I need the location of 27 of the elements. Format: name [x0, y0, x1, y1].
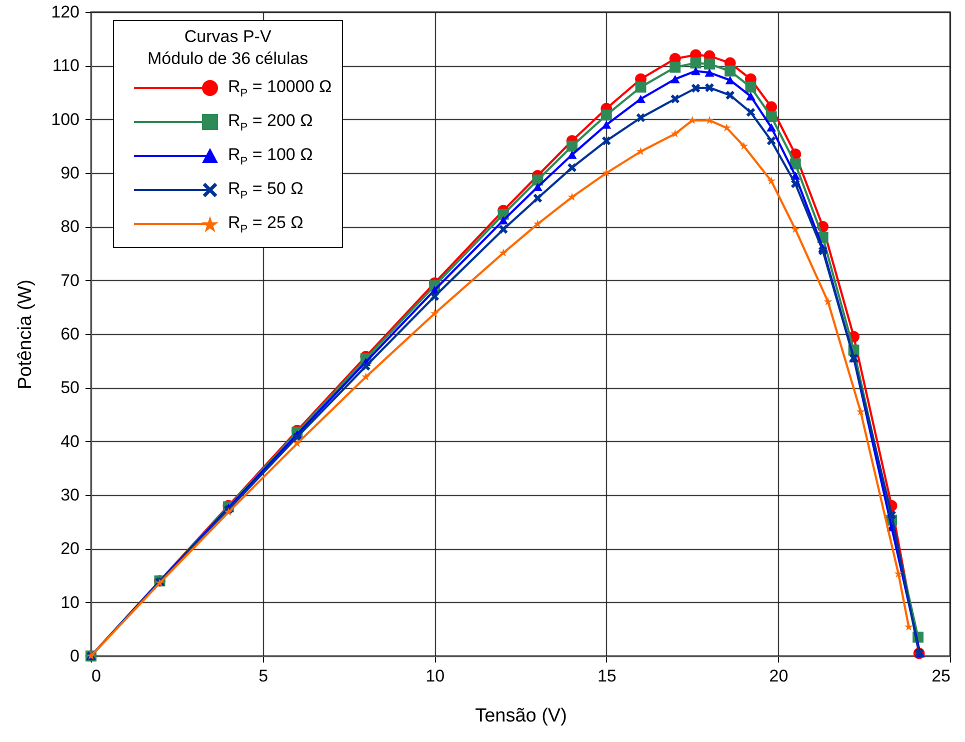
legend-label: R$_{P}$ = 10000 Ω [228, 76, 332, 100]
x-tick-label: 15 [597, 666, 616, 686]
y-tick-label: 120 [51, 2, 80, 22]
y-tick-label: 0 [70, 646, 80, 666]
y-tick-label: 60 [60, 324, 80, 344]
y-tick-label: 10 [60, 592, 80, 612]
x-tick-label: 5 [258, 666, 268, 686]
y-tick-label: 50 [60, 378, 80, 398]
x-tick-label: 0 [92, 666, 101, 686]
legend-label: R$_{P}$ = 50 Ω [228, 178, 304, 202]
y-tick-label: 20 [60, 539, 80, 558]
x-tick-label: 25 [932, 666, 950, 686]
x-axis-title: Tensão (V) [475, 706, 567, 726]
legend-label: R$_{P}$ = 200 Ω [228, 110, 313, 134]
y-tick-label: 100 [51, 110, 80, 129]
legend-title: Curvas P-V Módulo de 36 células [146, 27, 310, 69]
y-tick-label: 40 [60, 432, 80, 451]
legend-label: R$_{P}$ = 100 Ω [228, 144, 313, 168]
y-tick-label: 30 [60, 486, 80, 504]
y-tick-label: 90 [60, 164, 80, 182]
y-axis-title: Potência (W) [15, 280, 36, 390]
y-tick-label: 70 [60, 270, 80, 290]
legend-label: R$_{P}$ = 25 Ω [228, 212, 304, 236]
y-tick-label: 80 [60, 217, 80, 236]
x-tick-label: 10 [426, 666, 445, 686]
y-tick-label: 110 [52, 56, 80, 76]
x-tick-label: 20 [769, 666, 788, 686]
